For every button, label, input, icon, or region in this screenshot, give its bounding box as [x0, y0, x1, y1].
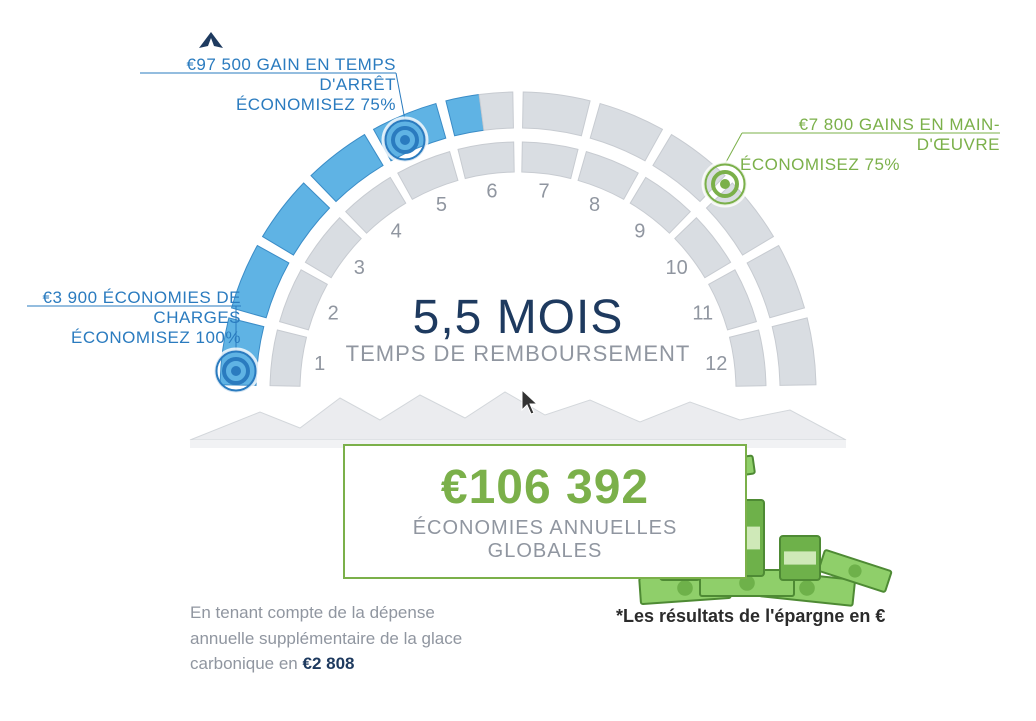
- callout-charges: €3 900 ÉCONOMIES DE CHARGES ÉCONOMISEZ 1…: [25, 288, 241, 348]
- payback-center: 5,5 MOIS TEMPS DE REMBOURSEMENT: [318, 290, 718, 367]
- total-savings-box: €106 392 ÉCONOMIES ANNUELLES GLOBALES: [343, 444, 747, 579]
- gauge-label-4: 4: [391, 220, 402, 242]
- gauge-inner-seg-6: [458, 142, 514, 178]
- gauge-seg-6-rest: [479, 92, 513, 130]
- callout-labor-line2: ÉCONOMISEZ 75%: [740, 155, 1000, 175]
- gauge-label-6: 6: [486, 181, 497, 203]
- gauge-label-5: 5: [436, 194, 447, 216]
- gauge-label-7: 7: [539, 181, 550, 203]
- total-savings-label: ÉCONOMIES ANNUELLES GLOBALES: [355, 517, 735, 563]
- gauge-seg-11: [747, 246, 804, 318]
- gauge-label-10: 10: [666, 257, 688, 279]
- callout-charges-line2: ÉCONOMISEZ 100%: [25, 328, 241, 348]
- gauge-seg-8: [590, 104, 662, 161]
- callout-downtime: €97 500 GAIN EN TEMPS D'ARRÊT ÉCONOMISEZ…: [140, 55, 396, 115]
- payback-value: 5,5 MOIS: [318, 290, 718, 345]
- infographic-stage: { "gauge": { "type": "arc", "center_x": …: [0, 0, 1036, 721]
- callout-labor: €7 800 GAINS EN MAIN-D'ŒUVRE ÉCONOMISEZ …: [740, 115, 1000, 175]
- gauge-inner-seg-1: [270, 330, 306, 386]
- gauge-label-8: 8: [589, 194, 600, 216]
- gauge-label-9: 9: [634, 220, 645, 242]
- gauge-seg-6-fill: [446, 95, 484, 136]
- gauge-seg-7: [523, 92, 591, 136]
- footnote-currency: *Les résultats de l'épargne en €: [616, 606, 885, 627]
- callout-downtime-line1: €97 500 GAIN EN TEMPS D'ARRÊT: [140, 55, 396, 95]
- callout-charges-line1: €3 900 ÉCONOMIES DE CHARGES: [25, 288, 241, 328]
- gauge-seg-12: [772, 318, 816, 386]
- gauge-inner-seg-5: [398, 152, 458, 200]
- total-savings-amount: €106 392: [355, 460, 735, 515]
- payback-label: TEMPS DE REMBOURSEMENT: [318, 341, 718, 367]
- gauge-inner-seg-7: [522, 142, 578, 178]
- callout-labor-line1: €7 800 GAINS EN MAIN-D'ŒUVRE: [740, 115, 1000, 155]
- callout-downtime-line2: ÉCONOMISEZ 75%: [140, 95, 396, 115]
- gauge-inner-seg-12: [730, 330, 766, 386]
- footnote-carbonic-amount: €2 808: [302, 654, 354, 673]
- gauge-inner-seg-8: [578, 152, 638, 200]
- footnote-carbonic: En tenant compte de la dépense annuelle …: [190, 600, 490, 677]
- gauge-label-3: 3: [354, 257, 365, 279]
